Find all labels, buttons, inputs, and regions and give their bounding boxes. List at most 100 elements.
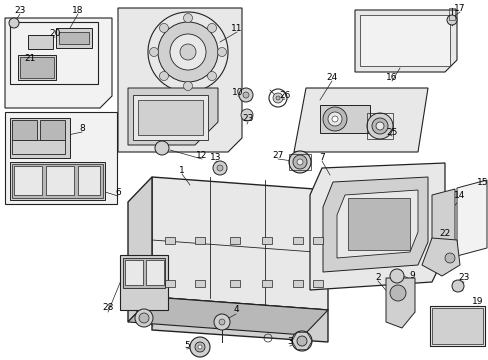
Text: 24: 24: [325, 72, 337, 81]
Text: 3: 3: [286, 338, 292, 346]
Circle shape: [219, 319, 224, 325]
Bar: [10, 162, 105, 200]
Bar: [429, 306, 484, 346]
Text: 4: 4: [233, 306, 238, 315]
Text: 11: 11: [231, 23, 242, 32]
Bar: [164, 280, 175, 287]
Circle shape: [183, 81, 192, 90]
Bar: [448, 8, 454, 20]
Circle shape: [9, 18, 19, 28]
Text: 23: 23: [14, 5, 26, 14]
Polygon shape: [421, 238, 459, 276]
Polygon shape: [293, 88, 427, 152]
Circle shape: [331, 116, 337, 122]
Text: 1: 1: [179, 166, 184, 175]
Bar: [12, 120, 37, 140]
Polygon shape: [128, 297, 327, 335]
Bar: [312, 237, 323, 244]
Bar: [229, 237, 240, 244]
Bar: [319, 105, 369, 133]
Bar: [229, 280, 240, 287]
Bar: [18, 55, 56, 80]
Bar: [40, 120, 65, 140]
Circle shape: [195, 342, 204, 352]
Bar: [288, 154, 310, 170]
Bar: [28, 35, 53, 49]
Circle shape: [292, 155, 306, 169]
Polygon shape: [336, 190, 417, 258]
Circle shape: [327, 112, 341, 126]
Text: 21: 21: [24, 54, 36, 63]
Bar: [10, 22, 98, 84]
Polygon shape: [354, 10, 456, 72]
Text: 2: 2: [374, 273, 380, 282]
Polygon shape: [5, 18, 112, 108]
Text: 28: 28: [102, 303, 113, 312]
Circle shape: [180, 44, 196, 60]
Bar: [10, 118, 70, 158]
Text: 14: 14: [453, 190, 465, 199]
Bar: [262, 237, 271, 244]
Text: 23: 23: [457, 274, 469, 283]
Circle shape: [170, 34, 205, 70]
Bar: [366, 113, 392, 139]
Bar: [56, 28, 92, 48]
Polygon shape: [385, 278, 414, 328]
Polygon shape: [323, 177, 427, 272]
Text: 9: 9: [408, 271, 414, 280]
Text: 7: 7: [319, 153, 324, 162]
Bar: [59, 32, 89, 44]
Circle shape: [159, 23, 168, 32]
Circle shape: [214, 314, 229, 330]
Circle shape: [135, 309, 153, 327]
Bar: [262, 280, 271, 287]
Text: 12: 12: [196, 150, 207, 159]
Text: 25: 25: [386, 127, 397, 136]
Polygon shape: [431, 189, 454, 260]
Bar: [12, 140, 65, 154]
Circle shape: [275, 96, 280, 100]
Circle shape: [213, 161, 226, 175]
Circle shape: [241, 109, 252, 121]
Text: 27: 27: [272, 150, 283, 159]
Bar: [292, 237, 303, 244]
Bar: [312, 280, 323, 287]
Circle shape: [296, 336, 306, 346]
Bar: [164, 237, 175, 244]
Circle shape: [243, 92, 248, 98]
Circle shape: [217, 165, 223, 171]
Bar: [20, 57, 54, 78]
Polygon shape: [456, 180, 486, 256]
Circle shape: [217, 48, 226, 57]
Text: 17: 17: [453, 4, 465, 13]
Bar: [292, 280, 303, 287]
Circle shape: [190, 337, 209, 357]
Circle shape: [183, 14, 192, 23]
Polygon shape: [118, 8, 242, 152]
Circle shape: [375, 122, 383, 130]
Polygon shape: [152, 177, 327, 310]
Bar: [347, 198, 409, 250]
Circle shape: [323, 107, 346, 131]
Polygon shape: [128, 177, 152, 322]
Circle shape: [366, 113, 392, 139]
Circle shape: [288, 151, 310, 173]
Circle shape: [158, 22, 218, 82]
Bar: [195, 237, 204, 244]
Circle shape: [371, 118, 387, 134]
Circle shape: [272, 93, 283, 103]
Circle shape: [291, 331, 311, 351]
Text: 13: 13: [210, 153, 221, 162]
Bar: [431, 308, 482, 344]
Circle shape: [444, 253, 454, 263]
Bar: [14, 166, 42, 195]
Polygon shape: [128, 88, 218, 145]
Text: 15: 15: [476, 177, 488, 186]
Bar: [12, 164, 103, 198]
Text: 6: 6: [115, 188, 121, 197]
Text: 23: 23: [242, 113, 253, 122]
Circle shape: [389, 269, 403, 283]
Bar: [120, 255, 168, 310]
Bar: [46, 166, 74, 195]
Circle shape: [198, 345, 202, 349]
